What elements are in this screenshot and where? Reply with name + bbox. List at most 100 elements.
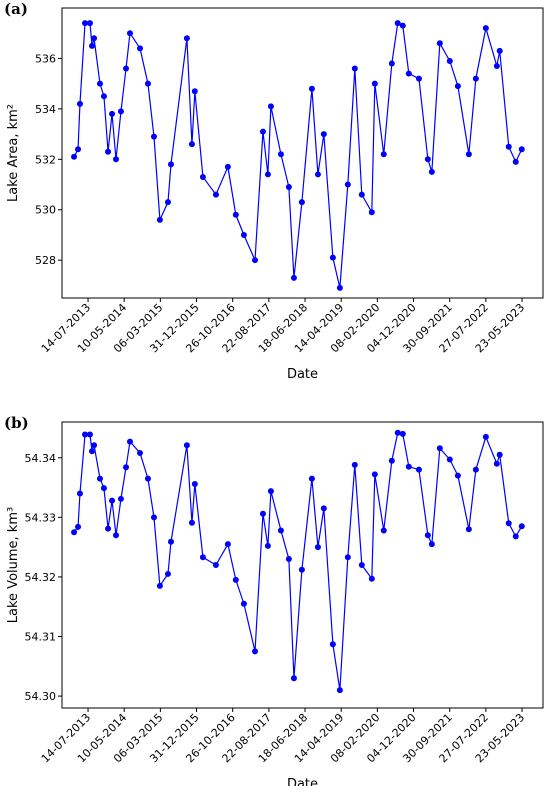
data-point — [428, 541, 435, 548]
data-point — [252, 648, 259, 655]
data-point — [164, 199, 171, 206]
data-point — [290, 675, 297, 682]
data-point — [100, 485, 107, 492]
data-point — [277, 527, 284, 534]
data-point — [89, 448, 96, 455]
data-point — [493, 460, 500, 467]
panel-label: (b) — [4, 414, 29, 432]
data-point — [259, 128, 266, 135]
data-point — [188, 141, 195, 148]
data-point — [136, 45, 143, 52]
data-point — [156, 216, 163, 223]
data-point — [482, 25, 489, 32]
data-point — [126, 438, 133, 445]
data-point — [264, 542, 271, 549]
data-point — [368, 575, 375, 582]
data-point — [405, 463, 412, 470]
data-point — [212, 191, 219, 198]
y-tick-label: 54.33 — [25, 511, 57, 524]
data-point — [368, 209, 375, 216]
data-point — [109, 110, 116, 117]
data-point — [465, 526, 472, 533]
data-point — [512, 158, 519, 165]
data-point — [167, 538, 174, 545]
data-point — [394, 429, 401, 436]
data-point — [436, 40, 443, 47]
x-axis-label: Date — [287, 777, 318, 786]
data-point — [91, 35, 98, 42]
y-tick-label: 536 — [35, 52, 56, 65]
data-point — [113, 156, 120, 163]
data-point — [232, 576, 239, 583]
data-point — [298, 199, 305, 206]
data-point — [320, 131, 327, 138]
data-point — [371, 471, 378, 478]
data-point — [394, 20, 401, 27]
data-point — [446, 57, 453, 64]
data-point — [123, 65, 130, 72]
data-point — [82, 20, 89, 27]
data-point — [314, 171, 321, 178]
data-point — [76, 100, 83, 107]
data-point — [156, 582, 163, 589]
data-point — [86, 20, 93, 27]
data-point — [472, 75, 479, 82]
data-point — [267, 488, 274, 495]
y-tick-label: 532 — [35, 153, 56, 166]
data-point — [415, 75, 422, 82]
y-tick-label: 54.31 — [25, 631, 57, 644]
data-point — [224, 163, 231, 170]
data-point — [308, 85, 315, 92]
data-point — [224, 541, 231, 548]
data-point — [285, 184, 292, 191]
data-point — [329, 254, 336, 261]
data-point — [240, 600, 247, 607]
data-point — [436, 445, 443, 452]
data-point — [76, 490, 83, 497]
data-point — [285, 556, 292, 563]
data-point — [267, 103, 274, 110]
data-point — [144, 475, 151, 482]
y-tick-label: 54.34 — [25, 452, 57, 465]
data-point — [123, 464, 130, 471]
data-point — [191, 480, 198, 487]
data-point — [212, 562, 219, 568]
data-point — [336, 687, 343, 694]
data-point — [75, 523, 82, 530]
y-tick-label: 530 — [35, 204, 56, 217]
data-point — [150, 514, 157, 521]
data-point — [89, 42, 96, 49]
data-point — [320, 505, 327, 512]
data-point — [144, 80, 151, 87]
data-point — [86, 431, 93, 438]
data-point — [264, 171, 271, 178]
data-point — [199, 554, 206, 561]
data-point — [252, 257, 259, 264]
chart-panel: (a)Lake Area, km²Date52853053253453614-0… — [4, 0, 544, 382]
data-point — [105, 148, 112, 155]
data-point — [344, 554, 351, 561]
data-point — [277, 151, 284, 158]
data-point — [191, 88, 198, 95]
data-point — [82, 431, 89, 438]
data-point — [314, 544, 321, 551]
data-point — [472, 466, 479, 473]
y-tick-label: 54.32 — [25, 571, 57, 584]
data-point — [232, 211, 239, 218]
data-point — [512, 533, 519, 540]
data-point — [505, 143, 512, 150]
data-point — [454, 472, 461, 479]
data-point — [183, 442, 190, 449]
data-point — [399, 430, 406, 437]
plot-frame — [61, 7, 544, 299]
data-point — [167, 161, 174, 168]
data-point — [351, 65, 358, 72]
data-point — [164, 570, 171, 577]
data-point — [482, 433, 489, 440]
data-point — [428, 168, 435, 175]
data-point — [188, 519, 195, 526]
data-point — [371, 80, 378, 87]
data-point — [358, 191, 365, 198]
data-point — [91, 442, 98, 449]
data-point — [493, 63, 500, 69]
